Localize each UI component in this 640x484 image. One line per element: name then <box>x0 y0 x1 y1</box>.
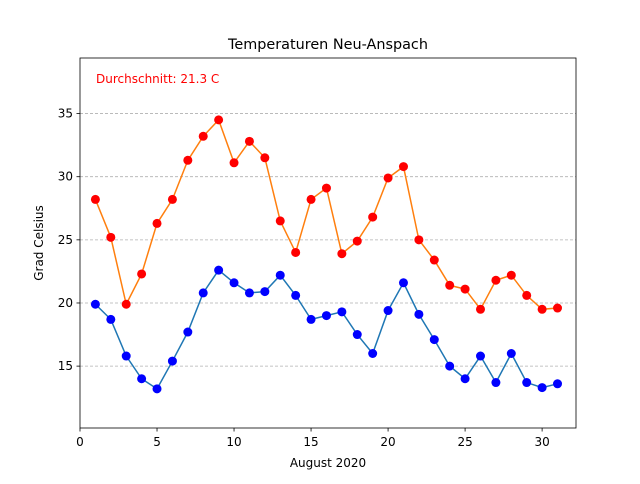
data-point-1 <box>167 356 177 366</box>
data-point-1 <box>460 374 470 384</box>
data-point-0 <box>445 280 455 290</box>
data-point-0 <box>429 255 439 265</box>
data-point-0 <box>352 236 362 246</box>
data-point-0 <box>167 194 177 204</box>
data-point-1 <box>306 314 316 324</box>
y-tick-label: 30 <box>58 170 73 184</box>
data-point-1 <box>352 330 362 340</box>
data-point-0 <box>553 303 563 313</box>
y-tick-label: 35 <box>58 107 73 121</box>
x-tick-label: 15 <box>303 435 318 449</box>
data-point-0 <box>275 216 285 226</box>
data-point-0 <box>506 270 516 280</box>
y-tick-label: 25 <box>58 233 73 247</box>
data-point-0 <box>152 218 162 228</box>
data-point-1 <box>321 311 331 321</box>
series-line-1 <box>94 269 558 390</box>
data-point-1 <box>244 288 254 298</box>
data-point-1 <box>214 265 224 275</box>
data-point-0 <box>229 158 239 168</box>
data-point-0 <box>121 299 131 309</box>
average-annotation: Durchschnitt: 21.3 C <box>96 72 219 86</box>
y-axis-label: Grad Celsius <box>32 205 46 281</box>
data-point-0 <box>522 290 532 300</box>
data-point-1 <box>260 287 270 297</box>
data-point-0 <box>383 173 393 183</box>
plot-frame <box>79 57 577 429</box>
data-point-0 <box>183 155 193 165</box>
data-point-0 <box>90 194 100 204</box>
data-point-1 <box>491 378 501 388</box>
x-tick-label: 30 <box>534 435 549 449</box>
data-point-1 <box>368 348 378 358</box>
data-point-0 <box>260 153 270 163</box>
data-point-0 <box>475 304 485 314</box>
data-point-1 <box>183 327 193 337</box>
data-point-0 <box>537 304 547 314</box>
data-point-1 <box>475 351 485 361</box>
series-line-0 <box>94 118 558 311</box>
x-tick-label: 10 <box>226 435 241 449</box>
data-point-1 <box>291 290 301 300</box>
data-point-1 <box>198 288 208 298</box>
data-point-1 <box>229 278 239 288</box>
data-point-0 <box>198 131 208 141</box>
data-point-0 <box>306 194 316 204</box>
x-tick-label: 5 <box>153 435 161 449</box>
x-tick-label: 25 <box>457 435 472 449</box>
data-point-0 <box>368 212 378 222</box>
data-point-1 <box>398 278 408 288</box>
data-point-1 <box>414 309 424 319</box>
data-point-1 <box>522 378 532 388</box>
data-point-1 <box>152 384 162 394</box>
x-tick-label: 20 <box>380 435 395 449</box>
data-point-1 <box>90 299 100 309</box>
data-point-0 <box>414 235 424 245</box>
data-point-0 <box>214 115 224 125</box>
y-tick-label: 20 <box>58 296 73 310</box>
data-point-1 <box>506 348 516 358</box>
data-point-1 <box>275 270 285 280</box>
data-point-0 <box>137 269 147 279</box>
data-point-0 <box>106 232 116 242</box>
data-point-1 <box>137 374 147 384</box>
data-point-1 <box>106 314 116 324</box>
data-point-0 <box>321 183 331 193</box>
data-point-1 <box>121 351 131 361</box>
data-point-0 <box>491 275 501 285</box>
y-tick-label: 15 <box>58 359 73 373</box>
data-point-0 <box>244 136 254 146</box>
x-axis-label: August 2020 <box>290 456 366 470</box>
x-tick-label: 0 <box>76 435 84 449</box>
data-point-1 <box>383 306 393 316</box>
data-point-0 <box>337 249 347 259</box>
data-point-1 <box>337 307 347 317</box>
chart-title: Temperaturen Neu-Anspach <box>227 37 428 53</box>
data-point-0 <box>460 284 470 294</box>
data-point-1 <box>429 335 439 345</box>
data-point-0 <box>291 247 301 257</box>
data-point-1 <box>553 379 563 389</box>
data-point-1 <box>445 361 455 371</box>
data-point-0 <box>398 162 408 172</box>
data-point-1 <box>537 383 547 393</box>
